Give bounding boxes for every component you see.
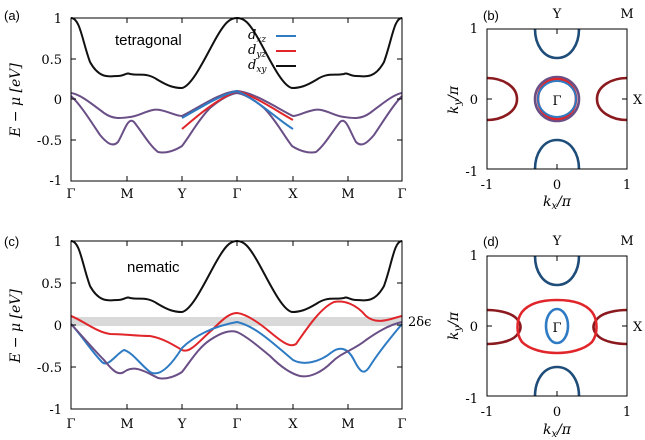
a-band-degenerate-upper	[70, 90, 403, 120]
c-xtick-M-2: M	[341, 417, 354, 432]
panel-a: (a) tetragonal 1 0.5 0 -0.5 -1 E − μ [eV…	[4, 8, 407, 202]
d-xtick-neg1: -1	[481, 405, 494, 420]
d-ytick-neg1: -1	[465, 392, 478, 407]
panel-b: (b) Y M X 1 0 -1 -1 0 1 kx/π ky/π Γ	[446, 7, 643, 212]
b-pocket-gamma-dxz	[537, 80, 577, 118]
a-xtick-M-2: M	[341, 187, 354, 202]
c-band-dyz	[70, 300, 403, 352]
d-pocket-X-right	[592, 308, 627, 346]
c-xtick-gamma-0: Γ	[66, 417, 75, 432]
d-pocket-gamma-dxz	[544, 307, 570, 345]
d-ytick-1: 1	[470, 249, 478, 264]
c-ytick-1: 1	[54, 235, 62, 250]
b-xtick-neg1: -1	[481, 178, 494, 193]
b-pocket-Y-bottom	[533, 138, 581, 169]
b-pocket-gamma-outer	[533, 75, 581, 123]
d-pocket-gamma-dyz	[516, 298, 598, 355]
a-ytick-neg1: -1	[49, 174, 62, 189]
panel-c-label: (c)	[4, 234, 19, 249]
c-xtick-M-1: M	[120, 417, 133, 432]
d-label-M: M	[620, 234, 633, 249]
c-xtick-X: X	[288, 417, 298, 432]
panel-d: (d) Y M X 1 0 -1 -1 0 1 kx/π ky/π Γ	[446, 234, 643, 440]
a-ylabel: E − μ [eV]	[8, 63, 24, 138]
b-xlabel: kx/π	[543, 194, 572, 212]
d-ytick-0: 0	[470, 320, 478, 335]
c-ytick-0.5: 0.5	[41, 277, 62, 292]
d-label-Y: Y	[552, 234, 562, 249]
panel-a-title: tetragonal	[115, 32, 182, 49]
a-ytick-1: 1	[54, 12, 62, 27]
d-pocket-Y-top	[533, 256, 581, 287]
d-pocket-X-left	[487, 308, 522, 346]
d-fermi-surfaces	[487, 256, 627, 396]
a-band-dxz	[181, 90, 294, 130]
b-pocket-X-right	[595, 76, 627, 122]
c-ticks	[71, 241, 402, 409]
b-xtick-1: 1	[623, 178, 631, 193]
legend: dxz dyz dxy	[248, 28, 296, 75]
panel-c: (c) nematic 2δϵ 1 0.5 0 -0.5 -1 E − μ [e…	[4, 234, 431, 432]
a-xtick-gamma-2: Γ	[397, 187, 406, 202]
d-label-X: X	[633, 320, 643, 335]
b-pocket-X-left	[487, 76, 519, 122]
a-ytick-0.5: 0.5	[41, 53, 62, 68]
d-xtick-1: 1	[623, 405, 631, 420]
b-fermi-surfaces	[487, 29, 627, 169]
c-ylabel: E − μ [eV]	[8, 289, 24, 364]
b-label-X: X	[633, 93, 643, 108]
b-pocket-Y-top	[533, 29, 581, 60]
panel-d-label: (d)	[483, 234, 499, 249]
panel-c-title: nematic	[127, 259, 180, 276]
a-xtick-Y: Y	[177, 187, 187, 202]
c-band-dxy	[70, 240, 403, 313]
b-xtick-0: 0	[553, 178, 561, 193]
c-band-dxz	[70, 321, 403, 375]
b-ytick-1: 1	[470, 22, 478, 37]
a-xtick-X: X	[288, 187, 298, 202]
panel-b-label: (b)	[483, 8, 499, 23]
a-ticks	[71, 18, 402, 181]
a-xtick-M-1: M	[120, 187, 133, 202]
d-ticks	[487, 256, 627, 396]
d-label-gamma: Γ	[552, 321, 561, 336]
a-ytick-0: 0	[54, 93, 62, 108]
d-ylabel: ky/π	[446, 311, 464, 340]
b-ytick-0: 0	[470, 93, 478, 108]
b-ticks	[487, 29, 627, 169]
b-label-Y: Y	[552, 7, 562, 22]
b-label-gamma: Γ	[552, 94, 561, 109]
a-band-dxy	[70, 17, 403, 89]
c-ytick-neg0.5: -0.5	[37, 361, 62, 376]
d-pocket-Y-bottom	[533, 365, 581, 396]
c-xtick-gamma-2: Γ	[397, 417, 406, 432]
panel-a-label: (a)	[4, 8, 20, 23]
a-xtick-gamma-0: Γ	[66, 187, 75, 202]
c-xtick-Y: Y	[177, 417, 187, 432]
c-ytick-0: 0	[54, 319, 62, 334]
c-xtick-gamma-1: Γ	[232, 417, 241, 432]
c-annotation-2de: 2δϵ	[408, 315, 431, 330]
a-band-degenerate-lower	[70, 92, 403, 154]
d-xlabel: kx/π	[543, 422, 572, 440]
b-label-M: M	[620, 7, 633, 22]
b-ylabel: ky/π	[446, 85, 464, 114]
legend-dxy-label: dxy	[248, 58, 267, 75]
b-ytick-neg1: -1	[465, 165, 478, 180]
d-xtick-0: 0	[553, 405, 561, 420]
a-xtick-gamma-1: Γ	[232, 187, 241, 202]
c-ytick-neg1: -1	[49, 403, 62, 418]
c-band-mixed	[70, 321, 403, 380]
a-ytick-neg0.5: -0.5	[37, 134, 62, 149]
